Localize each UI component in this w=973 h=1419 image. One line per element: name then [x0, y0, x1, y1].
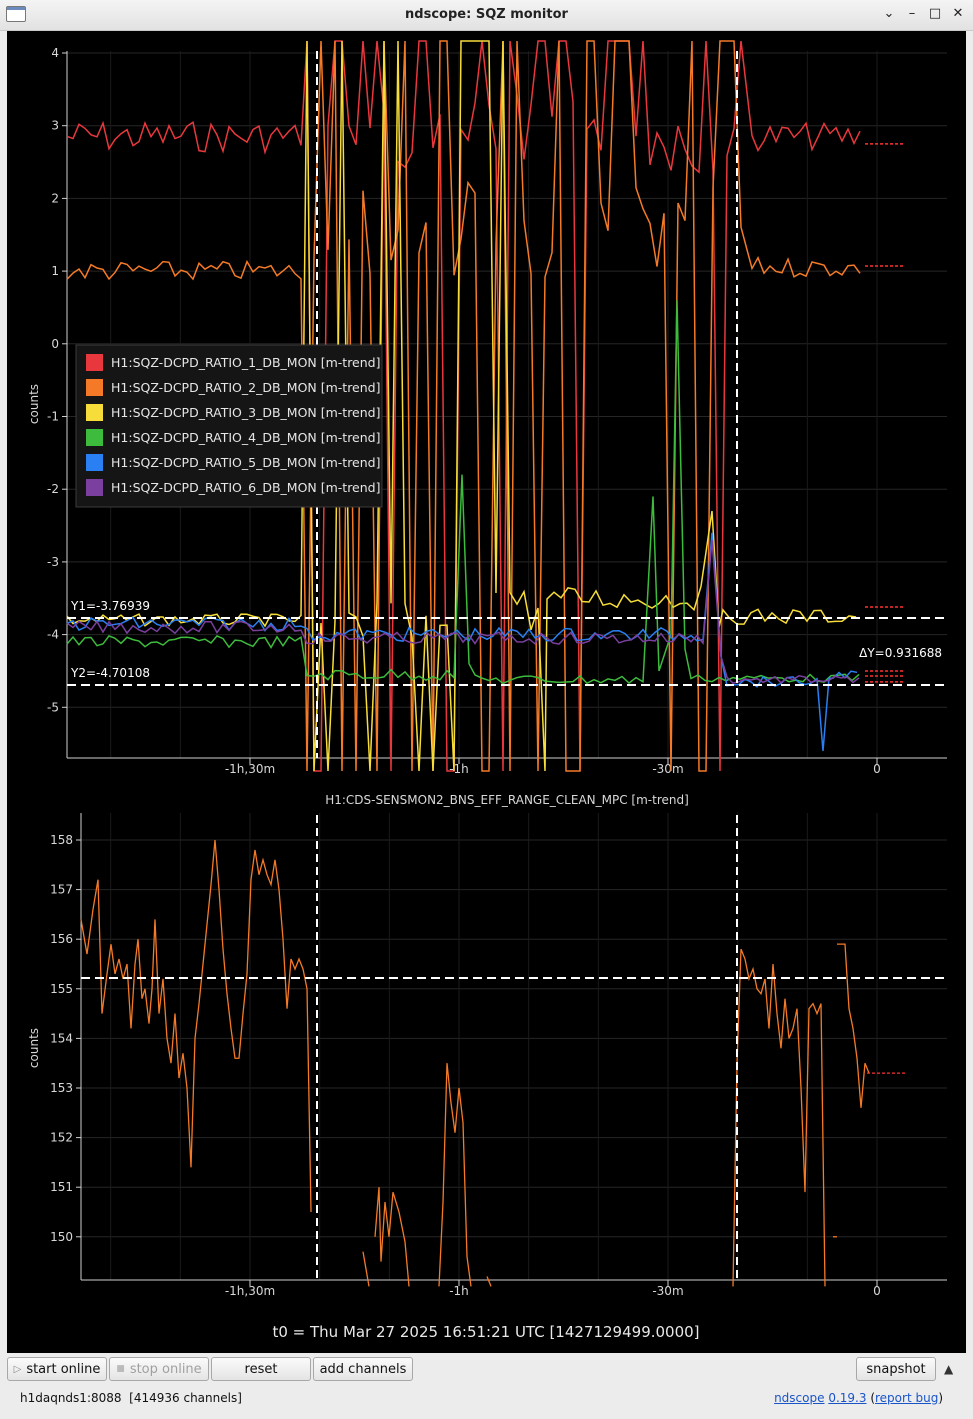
legend-box	[75, 344, 383, 508]
bottom-y-tick-label: 152	[50, 1131, 73, 1145]
legend-item-label: H1:SQZ-DCPD_RATIO_2_DB_MON [m-trend]	[111, 380, 380, 395]
top-y-tick-label: 1	[51, 264, 59, 278]
series-range-5	[486, 1276, 492, 1287]
add-channels-button[interactable]: add channels	[313, 1357, 413, 1381]
bottom-x-tick-label: 0	[873, 1284, 881, 1298]
ndscope-link[interactable]: ndscope	[774, 1391, 825, 1405]
bottom-y-tick-label: 151	[50, 1180, 73, 1194]
status-version: ndscope 0.19.3 (report bug)	[774, 1391, 943, 1405]
legend-swatch	[86, 404, 103, 421]
cursor-y1-label: Y1=-3.76939	[70, 599, 150, 613]
top-y-tick-label: -1	[47, 410, 59, 424]
top-series	[66, 40, 905, 772]
bottom-x-tick-label: -30m	[652, 1284, 683, 1298]
report-bug-link[interactable]: report bug	[875, 1391, 939, 1405]
start-online-button[interactable]: ▷ start online	[7, 1357, 107, 1381]
series-range-6	[732, 948, 826, 1287]
top-x-tick-label: -1h	[449, 762, 469, 776]
reset-button[interactable]: reset	[211, 1357, 311, 1381]
bottom-y-tick-label: 154	[50, 1031, 73, 1045]
status-server: h1daqnds1:8088 [414936 channels]	[20, 1391, 242, 1405]
series-ratio-4	[66, 300, 860, 685]
legend[interactable]: H1:SQZ-DCPD_RATIO_1_DB_MON [m-trend] H1:S…	[75, 344, 383, 508]
series-range-1	[80, 839, 312, 1213]
series-range-3	[374, 1187, 410, 1287]
bottom-y-label: counts	[27, 1028, 41, 1068]
bottom-grid	[81, 813, 947, 1280]
legend-swatch	[86, 454, 103, 471]
bottom-y-tick-label: 153	[50, 1081, 73, 1095]
top-x-tick-label: 0	[873, 762, 881, 776]
cursor-dy-label: ΔY=0.931688	[859, 646, 942, 660]
top-y-tick-label: 2	[51, 191, 59, 205]
top-y-tick-label: -3	[47, 555, 59, 569]
series-ratio-1	[66, 40, 861, 772]
top-y-tick-label: -4	[47, 628, 59, 642]
maximize-icon[interactable]: □	[928, 6, 942, 21]
plot-area: 4 3 2 1 0 -1 -2 -3 -4 -5 -1h,30m -1h -30m 0 counts Y…	[7, 31, 966, 1353]
bottom-y-tick-label: 155	[50, 982, 73, 996]
legend-item-label: H1:SQZ-DCPD_RATIO_1_DB_MON [m-trend]	[111, 355, 380, 370]
bottom-x-ticks: -1h,30m -1h -30m 0	[225, 1280, 881, 1298]
legend-item-label: H1:SQZ-DCPD_RATIO_4_DB_MON [m-trend]	[111, 430, 380, 445]
series-range-2	[362, 1251, 370, 1287]
close-icon[interactable]: ✕	[952, 6, 964, 21]
app-icon	[6, 6, 26, 22]
series-range-4	[438, 1063, 472, 1287]
version-link[interactable]: 0.19.3	[828, 1391, 867, 1405]
chevron-down-icon[interactable]: ⌄	[883, 6, 895, 21]
bottom-y-tick-label: 150	[50, 1230, 73, 1244]
legend-item-label: H1:SQZ-DCPD_RATIO_6_DB_MON [m-trend]	[111, 480, 380, 495]
start-online-label: start online	[26, 1361, 101, 1377]
top-y-tick-label: -5	[47, 700, 59, 714]
bottom-y-tick-label: 156	[50, 932, 73, 946]
legend-swatch	[86, 479, 103, 496]
bottom-plot[interactable]: H1:CDS-SENSMON2_BNS_EFF_RANGE_CLEAN_MPC …	[27, 793, 947, 1298]
cursor-y2-label: Y2=-4.70108	[70, 666, 150, 680]
bottom-y-ticks: 158 157 156 155 154 153 152 151 150	[50, 833, 81, 1244]
stop-icon: ■	[116, 1364, 125, 1374]
play-icon: ▷	[13, 1363, 22, 1375]
bottom-x-tick-label: -1h	[449, 1284, 469, 1298]
top-y-ticks: 4 3 2 1 0 -1 -2 -3 -4 -5	[47, 46, 67, 714]
top-x-tick-label: -30m	[652, 762, 683, 776]
snapshot-button[interactable]: snapshot	[856, 1357, 936, 1381]
minimize-icon[interactable]: –	[908, 6, 916, 21]
server-address: h1daqnds1:8088	[20, 1391, 122, 1405]
legend-item-label: H1:SQZ-DCPD_RATIO_3_DB_MON [m-trend]	[111, 405, 380, 420]
legend-item-label: H1:SQZ-DCPD_RATIO_5_DB_MON [m-trend]	[111, 455, 380, 470]
legend-swatch	[86, 379, 103, 396]
stop-online-label: stop online	[129, 1361, 202, 1377]
legend-swatch	[86, 354, 103, 371]
top-y-label: counts	[27, 384, 41, 424]
top-y-tick-label: 3	[51, 119, 59, 133]
top-y-tick-label: 4	[51, 46, 59, 60]
t0-label: t0 = Thu Mar 27 2025 16:51:21 UTC [14271…	[272, 1323, 699, 1341]
top-plot[interactable]: 4 3 2 1 0 -1 -2 -3 -4 -5 -1h,30m -1h -30m 0 counts Y…	[27, 40, 947, 776]
top-y-tick-label: -2	[47, 482, 59, 496]
bottom-series	[80, 839, 907, 1287]
expand-up-icon[interactable]: ▲	[944, 1362, 954, 1376]
series-ratio-6	[66, 540, 860, 684]
window-title: ndscope: SQZ monitor	[405, 7, 568, 22]
bottom-y-tick-label: 158	[50, 833, 73, 847]
title-bar: ndscope: SQZ monitor ⌄ – □ ✕	[0, 0, 973, 31]
bottom-y-tick-label: 157	[50, 883, 73, 897]
top-x-ticks: -1h,30m -1h -30m 0	[225, 758, 881, 776]
series-ratio-2	[66, 40, 861, 772]
channel-count: [414936 channels]	[129, 1391, 242, 1405]
legend-swatch	[86, 429, 103, 446]
series-range-7	[837, 943, 870, 1108]
top-y-tick-label: 0	[51, 337, 59, 351]
bottom-x-tick-label: -1h,30m	[225, 1284, 275, 1298]
stop-online-button[interactable]: ■ stop online	[109, 1357, 209, 1381]
top-x-tick-label: -1h,30m	[225, 762, 275, 776]
bottom-plot-title: H1:CDS-SENSMON2_BNS_EFF_RANGE_CLEAN_MPC …	[325, 793, 689, 807]
